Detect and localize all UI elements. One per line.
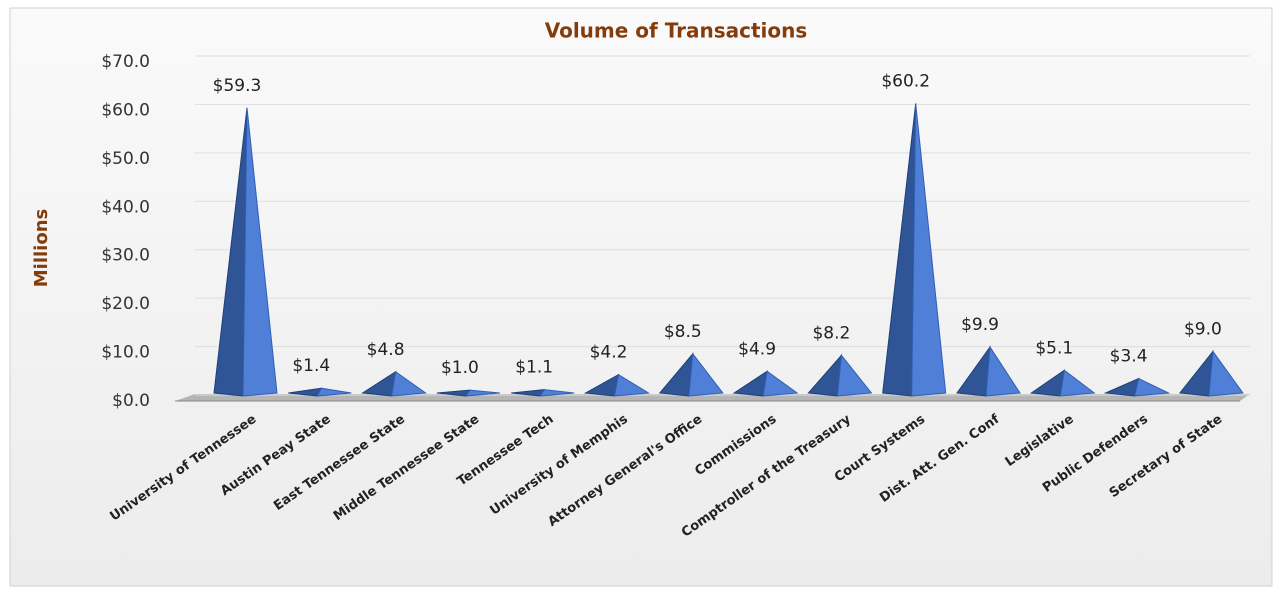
pyramid-face [688, 352, 724, 397]
pyramid-face [539, 389, 575, 397]
data-label: $1.4 [292, 356, 330, 376]
data-label: $8.5 [664, 322, 702, 342]
pyramid-face [1208, 350, 1244, 397]
pyramid-face [762, 370, 799, 397]
data-label: $9.0 [1184, 319, 1222, 339]
pyramid-face [985, 345, 1021, 397]
pyramid-face [1133, 377, 1171, 397]
chart-title: Volume of Transactions [545, 19, 808, 43]
data-label: $4.8 [367, 340, 405, 360]
pyramid-face [613, 373, 651, 397]
data-label: $4.9 [738, 339, 776, 359]
data-label: $9.9 [961, 315, 999, 335]
data-label: $1.0 [441, 358, 479, 378]
data-label: $3.4 [1110, 347, 1148, 367]
pyramid-face [1059, 369, 1096, 397]
data-label: $59.3 [213, 76, 262, 96]
y-tick-label: $30.0 [101, 246, 150, 266]
pyramid-face [391, 370, 427, 397]
pyramid-face [911, 103, 947, 397]
data-label: $5.1 [1035, 338, 1073, 358]
y-axis-label: Millions [31, 209, 52, 288]
pyramid-face [464, 389, 500, 397]
y-tick-label: $10.0 [101, 343, 150, 363]
data-label: $8.2 [812, 323, 850, 343]
y-tick-label: $40.0 [101, 197, 150, 217]
pyramid-face [836, 354, 873, 397]
y-tick-label: $0.0 [112, 391, 150, 411]
y-tick-label: $50.0 [101, 149, 150, 169]
data-label: $60.2 [881, 71, 930, 91]
y-tick-label: $20.0 [101, 294, 150, 314]
pyramid-face [316, 387, 352, 397]
pyramid-face [242, 107, 278, 397]
data-label: $4.2 [590, 343, 628, 363]
data-label: $1.1 [515, 358, 553, 378]
y-tick-label: $60.0 [101, 100, 150, 120]
chart-background [9, 7, 1273, 587]
y-tick-label: $70.0 [101, 52, 150, 72]
